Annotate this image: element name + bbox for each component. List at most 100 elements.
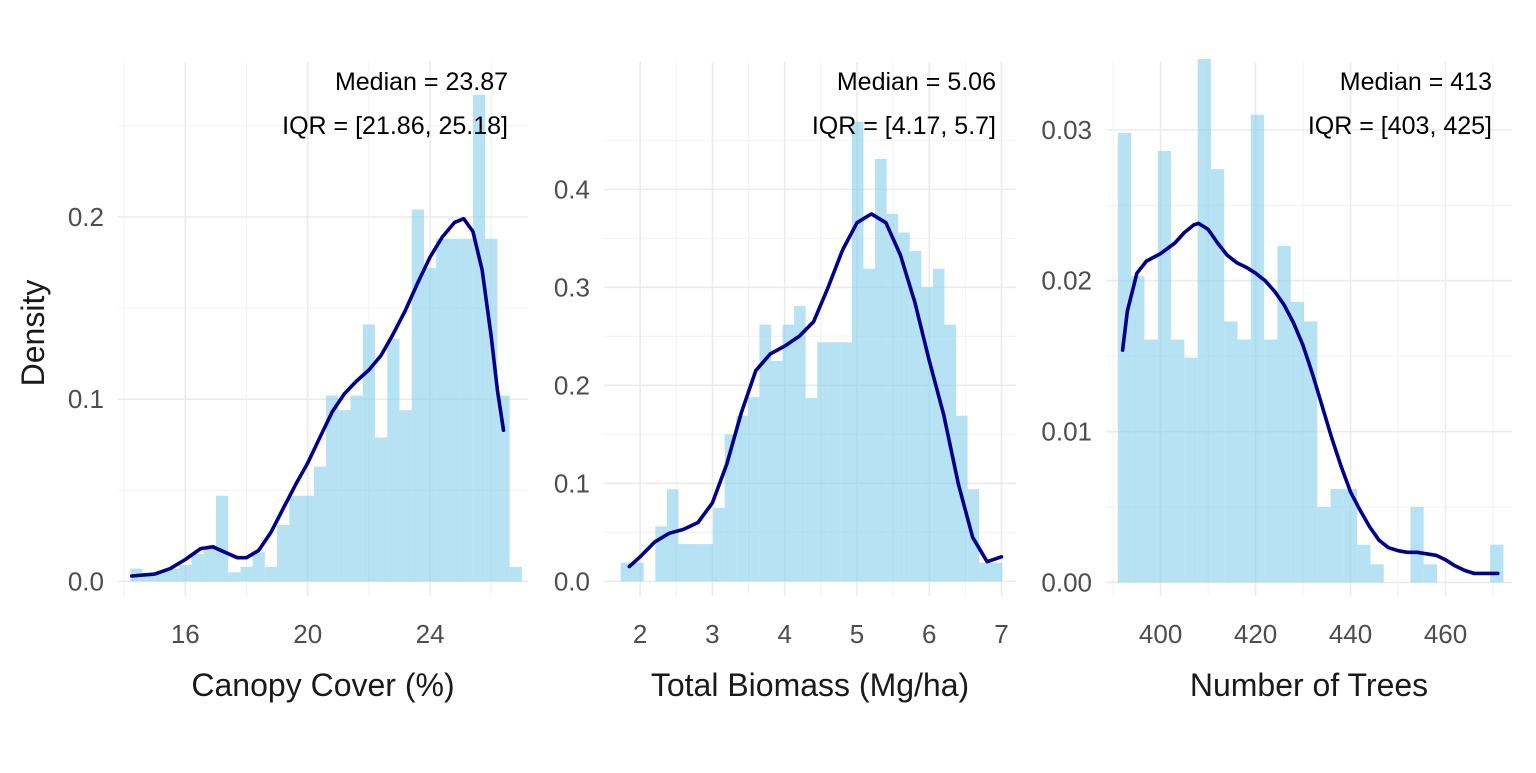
histogram-bar	[436, 238, 449, 582]
x-tick-label: 2	[633, 619, 647, 649]
histogram-bar	[794, 305, 806, 582]
panel-2: 2 3 4 5 6 7 0.0 0.1 0.2 0.3 0.4 Total Biomass (Mg/h…	[554, 62, 1016, 703]
x-tick-label: 6	[922, 619, 936, 649]
histogram-bar	[898, 232, 910, 582]
histogram-bar	[1250, 114, 1265, 583]
histogram-bar	[909, 251, 922, 582]
histogram-bar	[724, 434, 737, 582]
y-tick-label: 0.3	[554, 272, 590, 302]
histogram-bar	[1171, 339, 1185, 583]
histogram-bar	[448, 238, 461, 582]
histogram-bar	[690, 544, 702, 582]
histogram-bar	[921, 287, 933, 582]
histogram-bar	[1357, 544, 1371, 583]
histogram-bar	[840, 342, 852, 582]
histogram-bar	[863, 268, 876, 582]
histogram-bar	[666, 489, 679, 582]
iqr-annotation: IQR = [21.86, 25.18]	[282, 112, 508, 140]
histogram-bar	[375, 437, 388, 582]
iqr-annotation: IQR = [4.17, 5.7]	[812, 112, 996, 140]
histogram-bar	[1197, 58, 1211, 583]
x-tick-label: 400	[1139, 619, 1182, 649]
histogram-bar	[1264, 339, 1278, 583]
x-tick-label: 16	[171, 619, 200, 649]
histogram-bar	[851, 121, 864, 582]
histogram-bar	[215, 495, 229, 582]
x-axis-title: Canopy Cover (%)	[191, 667, 454, 703]
y-tick-label: 0.1	[554, 468, 590, 498]
x-axis-title: Number of Trees	[1190, 667, 1428, 703]
y-tick-label: 0.03	[1041, 115, 1092, 145]
y-tick-label: 0.2	[554, 370, 590, 400]
histogram-bar	[423, 267, 437, 582]
panel-3: 400 420 440 460 0.00 0.01 0.02 0.03 Number of Tr…	[1041, 58, 1512, 703]
y-tick-label: 0.4	[554, 174, 590, 204]
histogram-bar	[1343, 488, 1358, 583]
density-curve	[627, 212, 1004, 569]
y-tick-label: 0.2	[68, 202, 104, 232]
histogram-bar	[301, 495, 314, 582]
x-tick-label: 420	[1234, 619, 1277, 649]
median-annotation: Median = 413	[1340, 68, 1492, 96]
histogram-bar	[713, 507, 725, 582]
histogram-bar	[252, 552, 265, 582]
median-annotation: Median = 23.87	[335, 68, 508, 96]
histogram-bar	[1210, 169, 1225, 583]
histogram-bar	[1370, 564, 1384, 583]
histogram-bar	[411, 209, 424, 582]
histogram-bar	[828, 342, 841, 582]
histogram-bar	[620, 562, 633, 582]
x-tick-label: 5	[850, 619, 864, 649]
histogram-bar	[485, 238, 498, 582]
histogram-bar	[228, 572, 241, 582]
histogram-bar	[326, 395, 339, 582]
x-tick-label: 440	[1329, 619, 1372, 649]
y-tick-label: 0.1	[68, 384, 104, 414]
histogram-bar	[1131, 276, 1145, 583]
histogram-bar	[154, 572, 167, 582]
histogram-bar	[399, 410, 412, 582]
y-axis-title: Density	[15, 280, 51, 387]
y-tick-label: 0.02	[1041, 266, 1092, 296]
histogram-bar	[805, 398, 818, 582]
x-axis-title: Total Biomass (Mg/ha)	[651, 667, 969, 703]
histogram-bar	[203, 548, 216, 582]
histogram-bar	[701, 544, 714, 582]
histogram-bar	[313, 466, 327, 582]
density-curve	[1120, 221, 1500, 576]
histogram-bar	[338, 410, 351, 582]
y-tick-label: 0.0	[68, 566, 104, 596]
histogram-bar	[759, 324, 771, 582]
histogram-bar	[497, 395, 510, 582]
panel-1: 16 20 24 0.0 0.1 0.2 Canopy Cover (%) Median = …	[68, 62, 528, 703]
histogram-bar	[1224, 321, 1238, 583]
histogram-bar	[509, 566, 522, 582]
histogram-bar	[1317, 507, 1331, 583]
histogram-bar	[655, 526, 667, 582]
y-tick-label: 0.0	[554, 566, 590, 596]
histogram-bar	[782, 324, 795, 582]
histogram-bar	[1184, 357, 1198, 583]
y-tick-label: 0.00	[1041, 567, 1092, 597]
median-annotation: Median = 5.06	[837, 68, 996, 96]
histogram-bar	[240, 566, 253, 582]
histogram-bar	[979, 562, 991, 582]
x-tick-label: 4	[777, 619, 791, 649]
iqr-annotation: IQR = [403, 425]	[1308, 112, 1492, 140]
histogram-bar	[1330, 488, 1344, 583]
histogram-bar	[191, 554, 204, 582]
histogram-bar	[1117, 132, 1132, 583]
histogram-bar	[875, 159, 887, 582]
histogram-bar	[1277, 246, 1291, 583]
histogram-bar	[747, 397, 760, 582]
x-tick-label: 7	[994, 619, 1008, 649]
histogram-bar	[1237, 339, 1251, 583]
histogram-bar	[678, 544, 691, 582]
histogram-bar	[472, 94, 486, 582]
histogram-bar	[1304, 321, 1318, 583]
histogram-bar	[736, 415, 748, 582]
histogram-bar	[179, 565, 192, 582]
histogram-bar	[1157, 151, 1172, 583]
histogram-bar	[632, 562, 644, 582]
